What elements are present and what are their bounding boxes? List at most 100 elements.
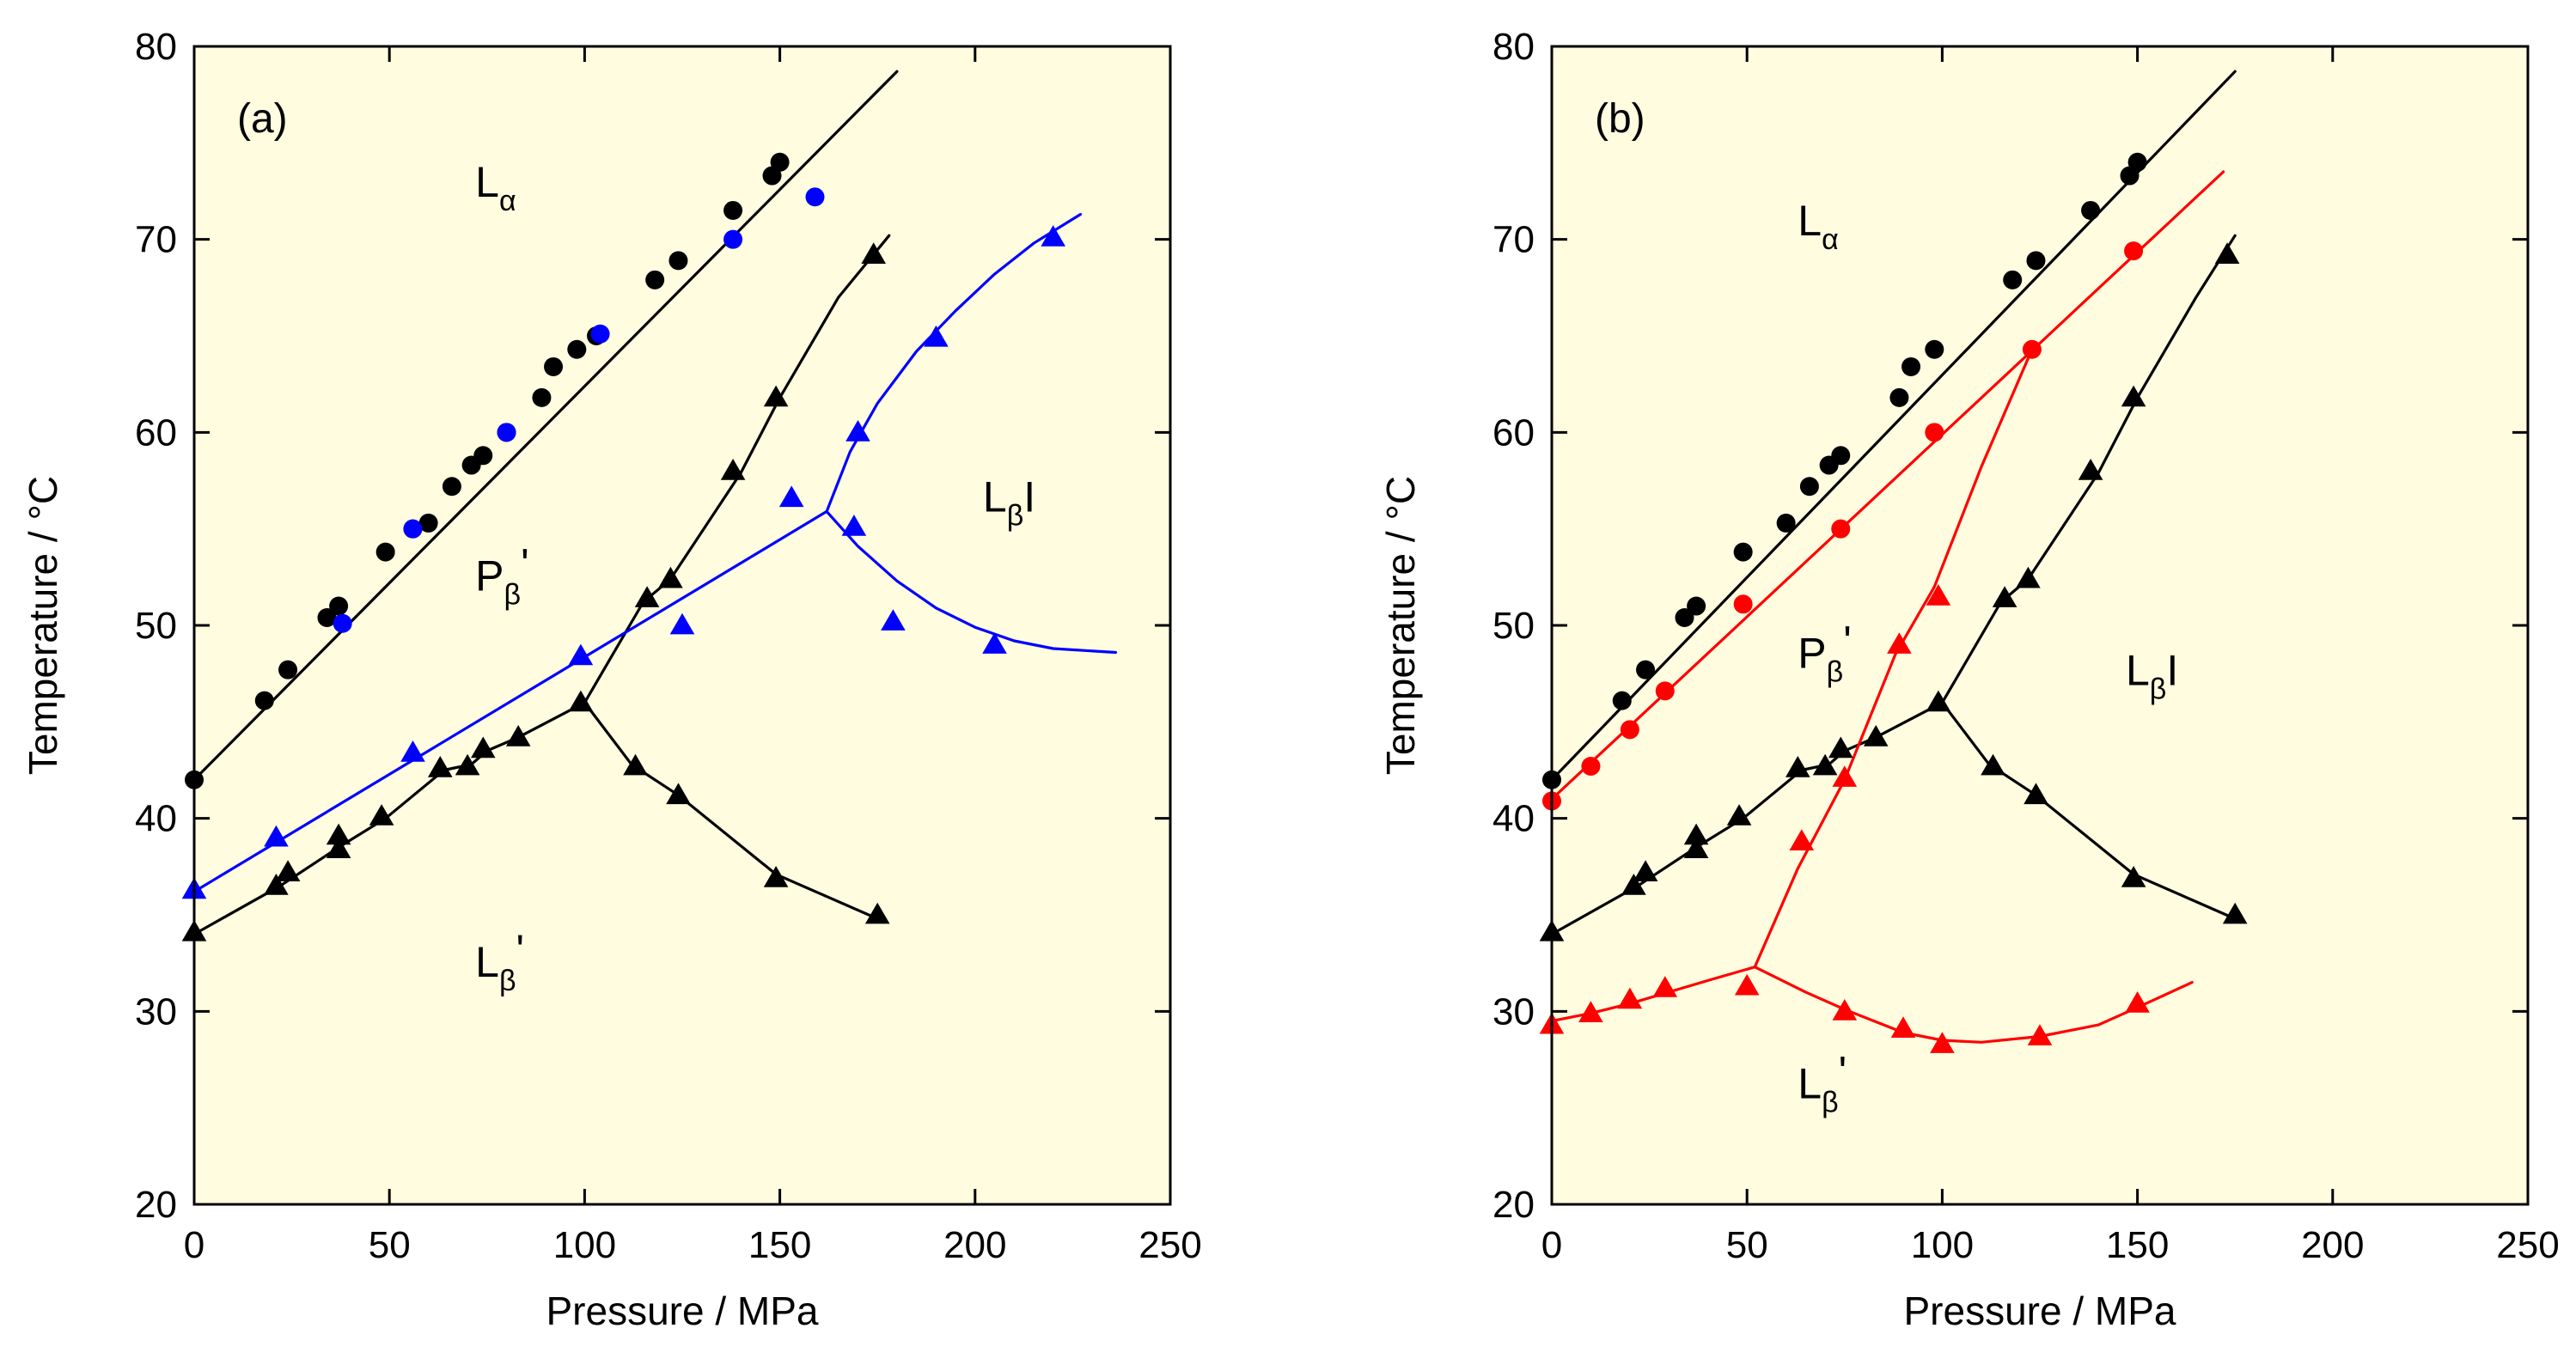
data-point-triangle [455,753,480,776]
y-tick-label: 70 [1492,219,1535,261]
data-point-circle [1733,594,1753,614]
phase-label: LβI [2126,647,2178,706]
data-point-circle [497,423,516,442]
data-point-triangle [658,566,683,588]
panel-label: (a) [237,96,288,142]
y-tick-label: 30 [135,990,177,1033]
data-point-triangle [634,586,660,607]
series-line-8 [1753,348,2034,969]
data-point-triangle [2214,242,2240,264]
data-point-circle [403,519,423,539]
data-point-circle [1581,757,1601,777]
data-point-triangle [763,385,789,407]
series-line-6 [192,509,828,893]
data-point-circle [1831,446,1851,466]
y-tick-label: 70 [135,219,177,261]
data-point-circle [532,387,552,407]
data-point-triangle [845,420,870,442]
y-tick-label: 80 [1492,26,1535,68]
data-point-circle [1925,423,1944,442]
x-axis-title: Pressure / MPa [1904,1289,2176,1333]
data-point-triangle [1785,756,1810,777]
data-point-triangle [264,874,289,895]
data-point-circle [645,270,665,289]
panel-label: (b) [1595,96,1645,142]
data-point-circle [2022,339,2042,359]
data-point-triangle [505,725,531,746]
data-point-circle [2081,200,2101,220]
data-point-triangle [881,609,906,631]
data-point-triangle [763,866,789,887]
phase-label: LβI [983,472,1035,532]
data-point-circle [544,356,564,376]
data-point-triangle [1812,753,1838,776]
data-point-triangle [568,643,594,666]
data-point-triangle [1926,584,1951,606]
series-line-0 [192,70,899,782]
y-axis-title: Temperature / °C [21,476,65,775]
data-point-triangle [568,690,594,712]
data-point-triangle [2027,1024,2053,1045]
data-point-circle [473,446,493,466]
data-point-triangle [1981,753,2005,776]
data-point-triangle [2121,866,2146,887]
chart-panel-a: 0 50 100 150 200 250 20 30 40 50 60 70 80 Pressure / … [21,26,1202,1333]
data-point-circle [1776,513,1796,533]
x-tick-label: 150 [748,1224,811,1266]
series-line-8 [825,509,1118,655]
data-point-circle [442,477,461,497]
data-point-triangle [2125,991,2150,1013]
data-point-triangle [326,823,351,845]
x-tick-label: 250 [1138,1224,1201,1266]
data-point-triangle [2222,902,2248,924]
phase-label: Pβ' [475,540,528,612]
data-point-triangle [1683,823,1709,845]
data-point-circle [1925,339,1944,359]
data-point-triangle [2016,566,2041,588]
data-point-triangle [2078,459,2103,480]
data-point-circle [1831,519,1851,539]
data-point-triangle [1863,725,1889,746]
series-line-0 [1550,70,2237,782]
data-point-triangle [864,902,890,924]
data-point-triangle [982,632,1007,654]
phase-label: Pβ' [1798,617,1851,688]
data-point-triangle [1926,690,1951,712]
data-point-circle [1636,660,1656,679]
data-point-triangle [1041,225,1065,247]
y-tick-label: 50 [135,605,177,647]
x-tick-label: 200 [943,1224,1006,1266]
data-point-triangle [1789,829,1815,850]
phase-label: Lα [1798,197,1838,256]
data-point-triangle [428,756,453,777]
data-point-triangle [1832,999,1858,1021]
data-point-circle [1799,477,1819,497]
data-point-triangle [861,242,886,264]
data-point-circle [668,251,688,271]
y-tick-label: 60 [1492,411,1535,454]
x-tick-label: 250 [2496,1224,2559,1266]
data-point-triangle [369,804,394,826]
data-point-circle [375,542,395,562]
data-point-triangle [666,783,691,805]
data-point-circle [2124,241,2144,261]
data-point-triangle [1621,874,1646,895]
data-point-circle [1655,681,1675,701]
data-point-triangle [1726,804,1752,826]
data-point-circle [333,613,352,633]
data-point-circle [2026,251,2046,271]
data-point-triangle [841,515,867,536]
data-point-triangle [471,736,496,759]
data-point-circle [329,596,349,616]
data-point-circle [1733,542,1753,562]
y-tick-label: 40 [1492,798,1535,840]
data-point-circle [418,513,438,533]
x-axis-title: Pressure / MPa [546,1289,819,1333]
y-tick-label: 20 [1492,1184,1535,1226]
y-tick-label: 40 [135,798,177,840]
phase-label: Lβ' [1798,1047,1847,1118]
x-tick-label: 50 [1726,1224,1768,1266]
y-tick-label: 20 [135,1184,177,1226]
data-point-circle [1687,596,1706,616]
